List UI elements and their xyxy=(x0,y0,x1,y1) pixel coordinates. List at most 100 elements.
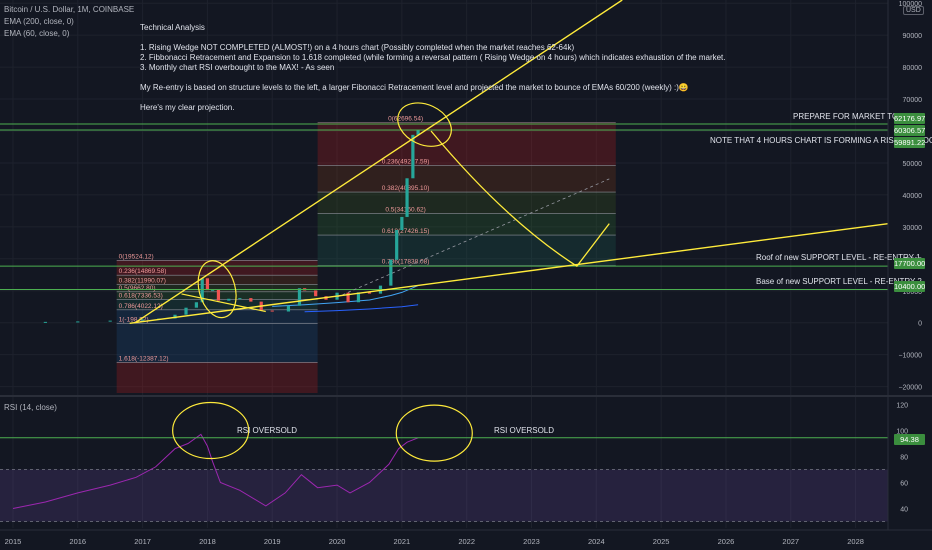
grid xyxy=(0,0,888,528)
fib-large-level-label: 0.236(49227.59) xyxy=(382,158,430,165)
drawings xyxy=(0,0,889,462)
price-candle xyxy=(140,319,145,321)
fib-small-extension-zone xyxy=(116,362,318,393)
symbol-legend[interactable]: Bitcoin / U.S. Dollar, 1M, COINBASE xyxy=(4,5,135,14)
y-tick-label: 70000 xyxy=(903,97,923,104)
rsi-tick-label: 60 xyxy=(900,481,908,488)
price-tag-59891: 59891.22 xyxy=(894,137,926,148)
projection-path xyxy=(430,130,610,268)
x-tick-label: 2016 xyxy=(69,537,86,546)
x-tick-label: 2019 xyxy=(264,537,281,546)
price-candle xyxy=(411,134,415,179)
fib-small-zone xyxy=(116,284,318,292)
price-candle xyxy=(43,321,47,323)
price-candle xyxy=(227,298,231,301)
price-tag-60306: 60306.57 xyxy=(894,125,926,136)
rising-wedge-label: NOTE THAT 4 HOURS CHART IS FORMING A RIS… xyxy=(710,136,932,145)
x-tick-label: 2025 xyxy=(653,537,670,546)
fib-small-level-label: 0.618(7336.53) xyxy=(119,292,163,299)
fib-small-level-label: 0.236(14869.58) xyxy=(119,268,167,275)
fib-large-zone xyxy=(317,165,616,193)
fib-small-zone xyxy=(116,299,318,310)
price-candle xyxy=(76,321,80,323)
y-tick-label: 80000 xyxy=(903,65,923,72)
y-tick-label: 100000 xyxy=(899,1,922,8)
x-tick-label: 2020 xyxy=(329,537,346,546)
price-candle xyxy=(238,298,242,300)
y-tick-label: 50000 xyxy=(903,161,923,168)
fib-small-level-label: 0(19524.12) xyxy=(119,253,154,260)
fib-large-zone xyxy=(317,213,616,236)
price-candle xyxy=(395,230,399,260)
fib-large-zone xyxy=(317,235,616,266)
price-candle xyxy=(108,320,112,322)
analysis-note: Technical Analysis 1. Rising Wedge NOT C… xyxy=(140,23,740,113)
price-candle xyxy=(194,302,198,308)
rsi-line xyxy=(12,433,419,509)
x-tick-label: 2018 xyxy=(199,537,216,546)
fib-large-zone xyxy=(317,122,616,166)
analysis-line-1: 1. Rising Wedge NOT COMPLETED (ALMOST!) … xyxy=(140,43,575,52)
price-series xyxy=(0,130,888,522)
currency-badge[interactable]: USD xyxy=(903,6,924,15)
price-candle xyxy=(389,259,393,286)
y-tick-label: 30000 xyxy=(903,225,923,232)
y-tick-label: 10000 xyxy=(903,289,923,296)
rsi-value-tag: 94.38 xyxy=(894,434,925,445)
price-candle xyxy=(200,278,204,303)
y-tick-label: 40000 xyxy=(903,193,923,200)
rsi-oversold-label-1: RSI OVERSOLD xyxy=(237,426,298,435)
price-candle xyxy=(356,292,361,303)
x-tick-label: 2026 xyxy=(718,537,735,546)
price-candle xyxy=(286,305,291,312)
x-tick-label: 2023 xyxy=(523,537,540,546)
analysis-line-5: Here's my clear projection. xyxy=(140,103,235,112)
wedge-break-line xyxy=(181,293,266,313)
y-tick-label: 90000 xyxy=(903,33,923,40)
rsi-band xyxy=(0,469,888,522)
roof-support-label: Roof of new SUPPORT LEVEL - RE-ENTRY 1 xyxy=(756,253,921,262)
fib-large-level-label: 0(62696.54) xyxy=(388,115,423,122)
price-tag-62176: 62176.97 xyxy=(894,113,926,124)
rsi-tick-label: 120 xyxy=(896,403,908,410)
highlight-ellipse-top xyxy=(397,102,452,147)
fib-small-level-label: 0.786(4022.12) xyxy=(119,303,163,310)
x-tick-label: 2024 xyxy=(588,537,605,546)
x-tick-label: 2017 xyxy=(134,537,151,546)
ema60-legend[interactable]: EMA (60, close, 0) xyxy=(4,29,70,38)
price-tag-10400: 10400.00 xyxy=(894,281,926,292)
fibonacci-retracements: 0(19524.12) 0.236(14869.58) 0.382(11990.07… xyxy=(116,115,616,393)
price-candle xyxy=(314,290,318,297)
y-tick-label: 0 xyxy=(918,321,922,328)
rsi-oversold-label-2: RSI OVERSOLD xyxy=(494,426,555,435)
rsi-tick-label: 100 xyxy=(896,429,908,436)
fib-small-level-label: 0.382(11990.07) xyxy=(119,277,166,284)
price-candle xyxy=(400,216,404,231)
price-candle xyxy=(216,289,221,301)
rsi-legend[interactable]: RSI (14, close) xyxy=(4,403,57,412)
fib-small-zone xyxy=(116,275,318,285)
price-candle xyxy=(416,130,420,135)
rsi-ellipse-2021 xyxy=(395,404,473,462)
fib-large-zone xyxy=(317,192,616,214)
ema200-legend[interactable]: EMA (200, close, 0) xyxy=(4,17,74,26)
price-candle xyxy=(405,178,409,217)
x-tick-label: 2027 xyxy=(782,537,799,546)
x-tick-label: 2028 xyxy=(847,537,864,546)
prepare-label: PREPARE FOR MARKET TO FALL xyxy=(793,112,920,121)
wedge-upper-trendline xyxy=(135,0,623,323)
price-candle xyxy=(173,314,177,319)
price-candle xyxy=(249,298,253,302)
y-tick-label: −20000 xyxy=(898,385,922,392)
fib-small-level-label: 1(-198.52) xyxy=(119,316,149,323)
price-candle xyxy=(346,292,350,303)
analysis-line-4: My Re-entry is based on structure levels… xyxy=(140,83,689,92)
ema200-line xyxy=(304,304,419,313)
ema60-line xyxy=(272,285,419,307)
price-candle xyxy=(205,278,210,291)
y-tick-label: −10000 xyxy=(898,353,922,360)
rsi-ellipse-2018 xyxy=(172,401,250,460)
price-candle xyxy=(184,307,188,315)
